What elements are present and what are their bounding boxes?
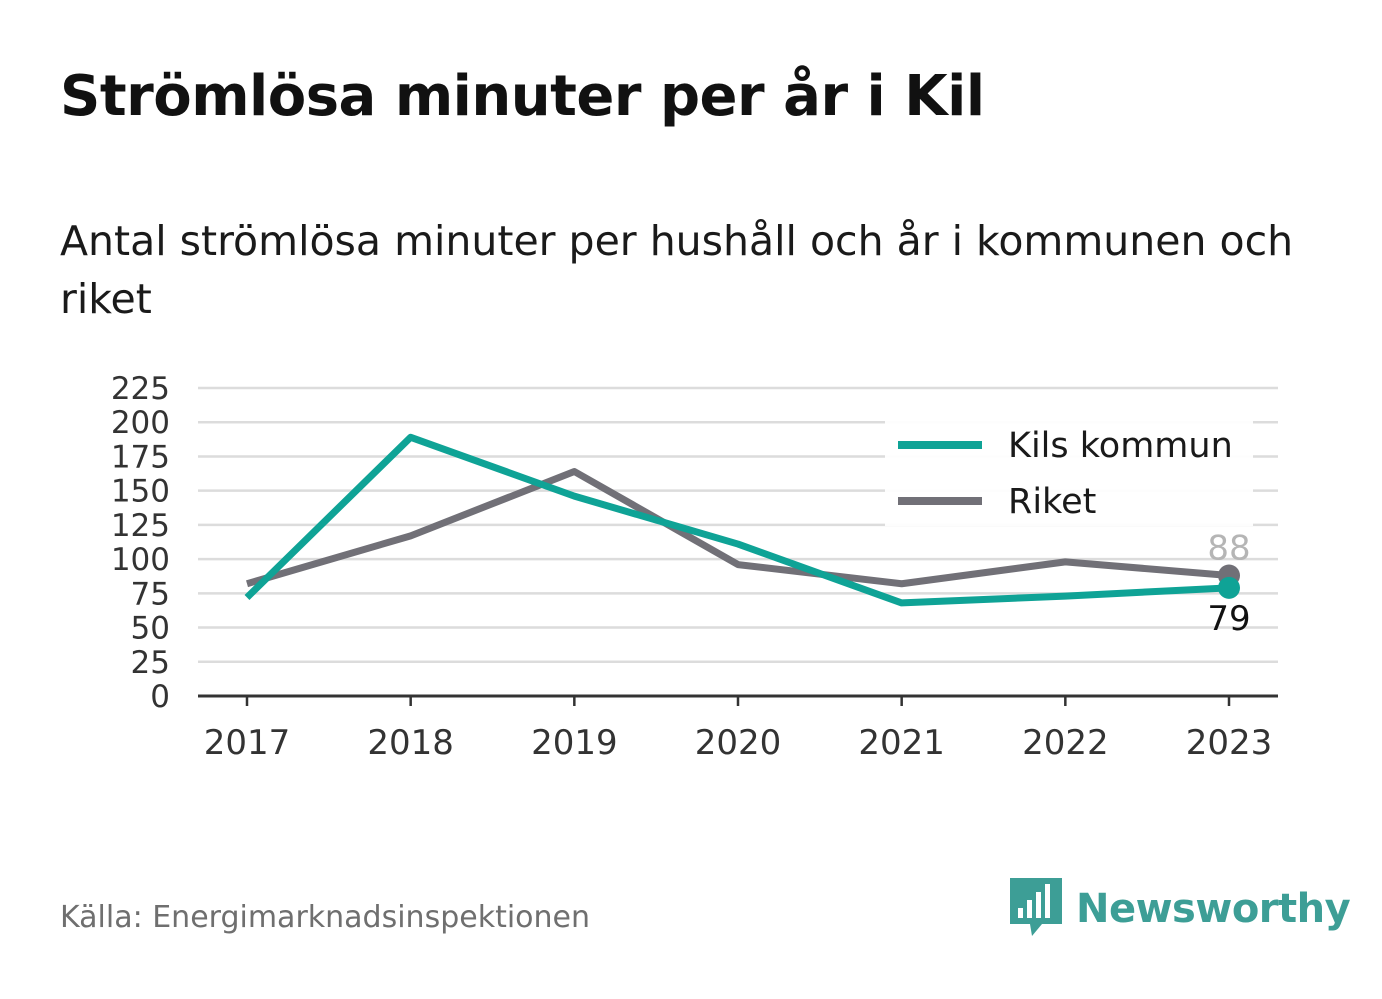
x-tick-label: 2017 [204,723,291,763]
y-tick-label: 150 [111,474,170,510]
series-line [246,468,1230,588]
chart-title: Strömlösa minuter per år i Kil [60,64,985,129]
y-tick-label: 200 [111,405,170,441]
x-tick-label: 2020 [695,723,782,763]
x-tick-label: 2018 [367,723,454,763]
data-label: 79 [1207,599,1250,639]
y-tick-label: 225 [111,371,170,407]
legend-label: Riket [1008,482,1096,522]
x-tick-label: 2022 [1022,723,1109,763]
y-tick-label: 25 [131,645,170,681]
y-tick-label: 50 [131,611,170,647]
series-end-point [1218,576,1240,599]
chart-subtitle: Antal strömlösa minuter per hushåll och … [60,217,1294,323]
source-note: Källa: Energimarknadsinspektionen [60,900,591,935]
y-tick-label: 175 [111,439,170,475]
y-tick-label: 75 [131,576,170,612]
legend-background [885,418,1253,526]
y-tick-label: 0 [150,679,170,715]
series-line [244,433,1230,607]
data-label: 88 [1207,529,1250,569]
legend-label: Kils kommun [1008,426,1233,466]
y-tick-label: 100 [111,542,170,578]
x-tick-label: 2021 [858,723,945,763]
x-tick-label: 2019 [531,723,618,763]
brand-logo[interactable]: Newsworthy [1010,878,1351,940]
newsworthy-logo-icon [1010,878,1062,936]
brand-name: Newsworthy [1076,886,1351,932]
x-tick-label: 2023 [1186,723,1273,763]
y-tick-label: 125 [111,508,170,544]
